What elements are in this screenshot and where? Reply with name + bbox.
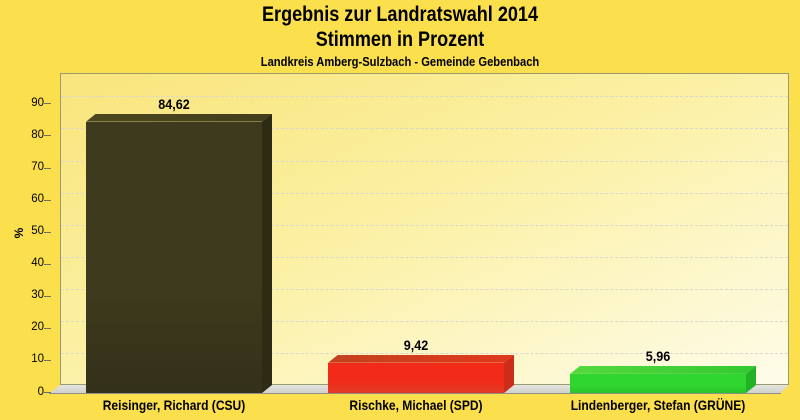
y-axis-tick-0: [44, 392, 51, 393]
chart-subtitle: Landkreis Amberg-Sulzbach - Gemeinde Geb…: [260, 54, 540, 69]
gridline-80: [61, 128, 788, 130]
y-axis-tick-70: [44, 167, 51, 169]
y-tick-label-0: 0: [37, 385, 44, 398]
bar-value-label-spd: 9,42: [403, 336, 429, 353]
x-axis-label-spd: Rischke, Michael (SPD): [349, 397, 483, 413]
y-axis-tick-90: [44, 103, 51, 105]
gridline-10: [61, 352, 788, 354]
gridline-50: [61, 224, 788, 226]
bar-spd-top-face: [328, 354, 514, 363]
left-wall-3d: [49, 73, 61, 394]
y-axis-tick-80: [44, 135, 51, 137]
y-axis-tick-20: [44, 327, 51, 329]
gridline-20: [61, 320, 788, 322]
y-tick-label-70: 70: [31, 161, 44, 174]
y-tick-label-20: 20: [31, 321, 44, 334]
bar-csu-side-face: [262, 113, 272, 393]
gridline-90: [61, 96, 788, 98]
bar-value-label-csu: 84,62: [158, 95, 190, 112]
y-axis-tick-30: [44, 295, 51, 297]
chart-title-line2: Stimmen in Prozent: [315, 28, 485, 51]
x-axis-label-csu: Reisinger, Richard (CSU): [102, 397, 246, 413]
y-tick-label-30: 30: [31, 289, 44, 302]
y-tick-label-40: 40: [31, 257, 44, 270]
y-tick-label-60: 60: [31, 193, 44, 206]
bar-gruene-top-face: [570, 365, 756, 374]
gridline-70: [61, 160, 788, 162]
gridline-30: [61, 288, 788, 290]
gridline-60: [61, 192, 788, 194]
x-axis-label-gruene: Lindenberger, Stefan (GRÜNE): [570, 397, 746, 413]
y-tick-label-10: 10: [31, 353, 44, 366]
bar-csu: [86, 121, 262, 393]
bar-spd: [328, 362, 504, 393]
y-axis-tick-60: [44, 199, 51, 201]
y-axis-tick-40: [44, 263, 51, 265]
y-axis-tick-10: [44, 359, 51, 361]
bar-gruene-side-face: [746, 365, 756, 393]
bar-value-label-gruene: 5,96: [645, 347, 671, 364]
y-tick-label-50: 50: [31, 225, 44, 238]
bar-spd-side-face: [504, 354, 514, 393]
y-axis-tick-50: [44, 231, 51, 233]
floor-front-edge: [49, 393, 781, 394]
chart-title-line1: Ergebnis zur Landratswahl 2014: [261, 3, 539, 26]
bar-gruene: [570, 373, 746, 393]
y-tick-label-80: 80: [31, 128, 44, 141]
bar-csu-top-face: [86, 113, 272, 122]
gridline-40: [61, 256, 788, 258]
y-tick-label-90: 90: [31, 96, 44, 109]
